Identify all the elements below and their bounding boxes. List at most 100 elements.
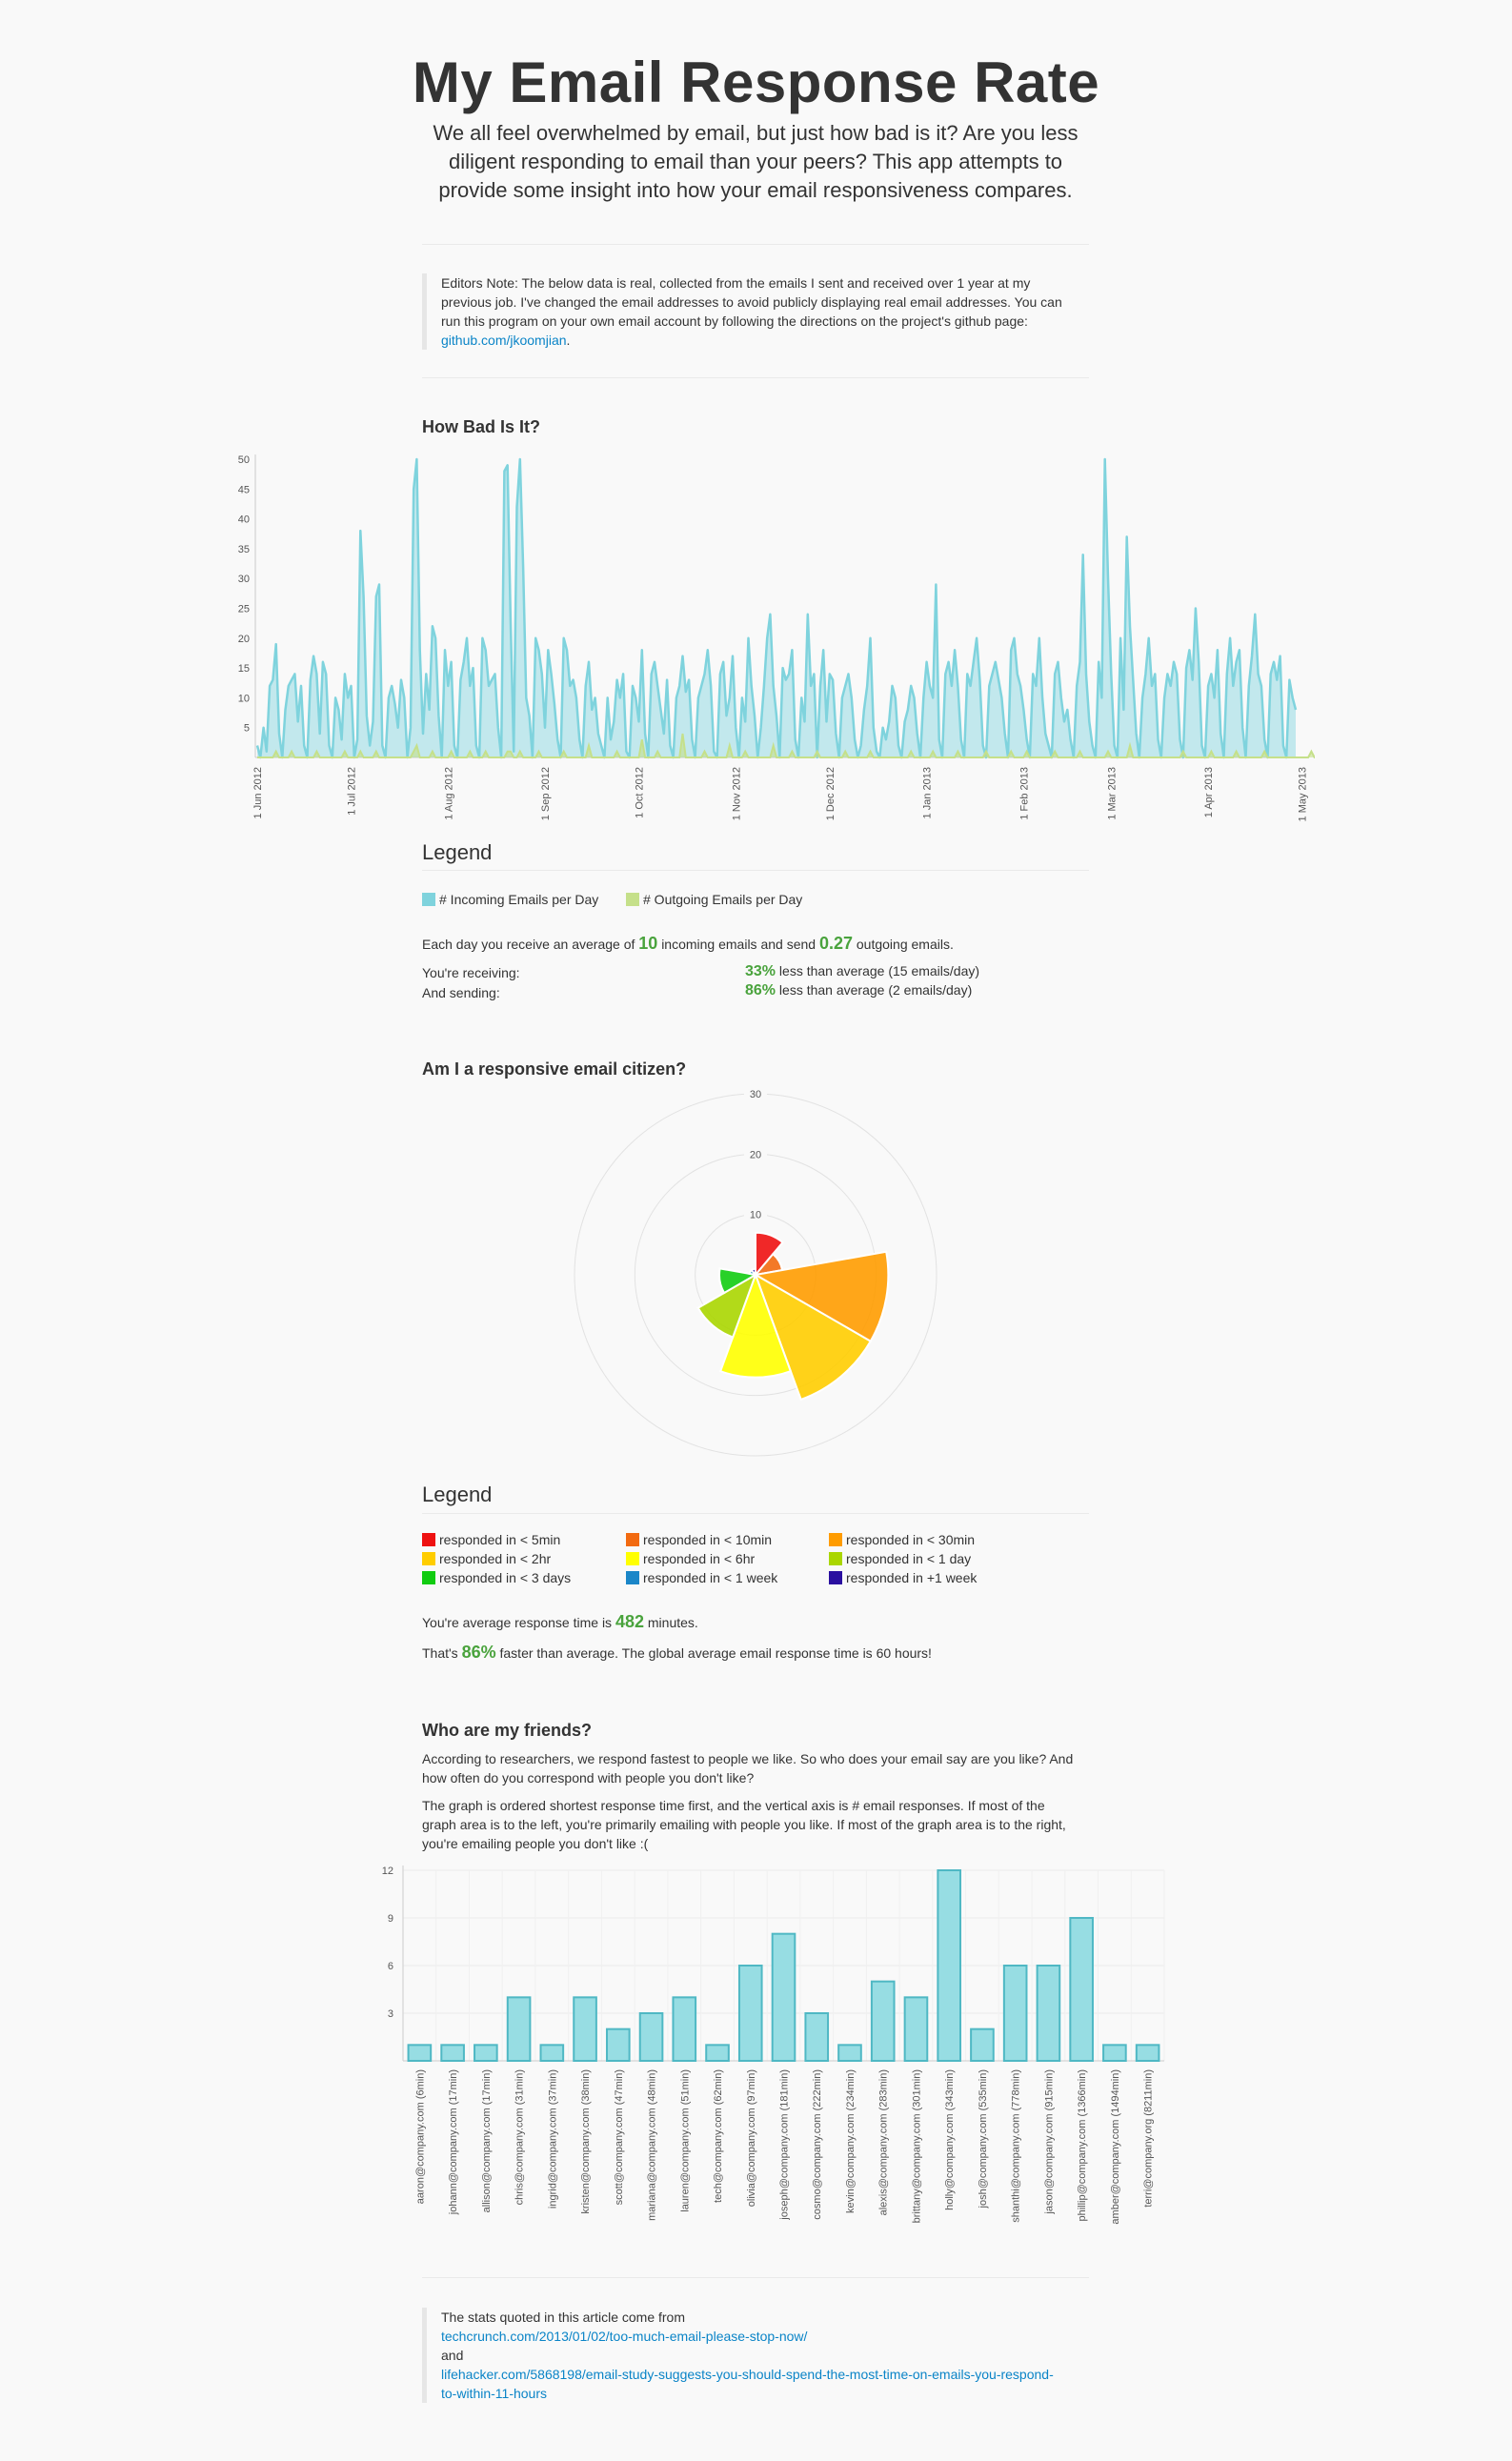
paragraph-line: how often do you correspond with people …	[422, 1770, 755, 1785]
polar-segment	[750, 1267, 756, 1278]
y-tick-label: 3	[388, 2008, 393, 2020]
intro-line: diligent responding to email than your p…	[448, 150, 1063, 173]
x-tick-label: jason@company.com (915min)	[1043, 2069, 1055, 2215]
incoming-outgoing-area-chart: 5 10 15 20 25 30 35 40 45 50 1 Jun 2012 1 Jul 2012 1…	[238, 454, 1315, 821]
radial-tick-label: 30	[750, 1089, 761, 1100]
x-tick-label: 1 Jul 2012	[346, 767, 357, 816]
avg-response-text: minutes.	[647, 1615, 698, 1630]
avg-response-text: You're average response time is	[422, 1615, 613, 1630]
note-line: previous job. I've changed the email add…	[441, 294, 1062, 310]
x-tick-label: kristen@company.com (38min)	[580, 2069, 592, 2214]
polar-segment	[696, 1272, 757, 1339]
lifehacker-link[interactable]: lifehacker.com/5868198/email-study-sugge…	[441, 2367, 1054, 2382]
response-legend-item: responded in < 10min	[626, 1532, 772, 1547]
x-tick-label: 1 Jan 2013	[922, 767, 934, 818]
legend-swatch	[829, 1552, 842, 1565]
bar	[1135, 2044, 1160, 2062]
section-heading-friends: Who are my friends?	[422, 1721, 593, 1740]
sending-label: And sending:	[422, 985, 500, 1000]
y-tick-label: 10	[238, 693, 250, 704]
section-heading-responsive: Am I a responsive email citizen?	[422, 1059, 687, 1079]
receiving-pct: 33%	[745, 963, 776, 979]
legend-label: # Outgoing Emails per Day	[643, 892, 803, 907]
x-tick-label: 1 Nov 2012	[731, 767, 742, 820]
response-legend-item: responded in < 1 day	[829, 1551, 971, 1566]
response-legend-item: responded in +1 week	[829, 1570, 977, 1585]
legend-label: responded in < 6hr	[643, 1551, 756, 1566]
bar	[1069, 1917, 1094, 2062]
bar	[771, 1932, 796, 2062]
tick-label-bg	[744, 1087, 767, 1099]
avg-text: outgoing emails.	[856, 937, 954, 952]
x-tick-label: joseph@company.com (181min)	[779, 2069, 791, 2221]
outgoing-line	[257, 733, 1315, 758]
x-tick-label: aaron@company.com (6min)	[414, 2069, 426, 2204]
avg-text: Each day you receive an average of	[422, 937, 635, 952]
bar	[539, 2044, 565, 2062]
polar-segment	[718, 1272, 793, 1379]
legend-label: responded in < 2hr	[439, 1551, 552, 1566]
x-tick-label: 1 Apr 2013	[1203, 767, 1215, 817]
y-tick-label: 30	[238, 574, 250, 585]
paragraph-line: According to researchers, we respond fas…	[422, 1751, 1074, 1766]
github-link[interactable]: github.com/jkoomjian	[441, 333, 567, 348]
legend-swatch	[626, 1571, 639, 1584]
receiving-stat: 33% less than average (15 emails/day)	[745, 963, 979, 980]
faster-pct: 86%	[461, 1643, 496, 1662]
bar	[804, 2012, 830, 2062]
avg-incoming-value: 10	[638, 934, 658, 953]
bar	[605, 2027, 631, 2063]
x-tick-label: kevin@company.com (234min)	[845, 2069, 857, 2213]
x-tick-label: 1 Dec 2012	[825, 767, 837, 820]
page-title: My Email Response Rate	[412, 50, 1100, 114]
x-tick-label: lauren@company.com (51min)	[679, 2069, 691, 2212]
swatch-incoming	[422, 893, 435, 906]
bar	[970, 2027, 995, 2063]
divider	[422, 244, 1089, 245]
polar-segment	[718, 1267, 758, 1295]
y-tick-label: 45	[238, 484, 250, 495]
bar	[737, 1965, 763, 2062]
legend-label: responded in < 30min	[846, 1532, 976, 1547]
sources-and: and	[441, 2348, 464, 2363]
response-time-polar-chart: 10 20 30	[574, 1087, 937, 1457]
x-tick-label: 1 Jun 2012	[252, 767, 264, 818]
techcrunch-link[interactable]: techcrunch.com/2013/01/02/too-much-email…	[441, 2329, 808, 2344]
bar	[638, 2012, 664, 2062]
bar	[837, 2044, 862, 2062]
paragraph-line: you're emailing people you don't like :(	[422, 1836, 649, 1851]
bar	[573, 1996, 597, 2062]
divider	[422, 1513, 1089, 1514]
bar	[506, 1996, 532, 2062]
bar	[903, 1996, 929, 2062]
bar	[474, 2044, 498, 2062]
divider	[422, 2277, 1089, 2278]
bar	[870, 1980, 896, 2063]
response-legend-item: responded in < 1 week	[626, 1570, 777, 1585]
intro-line: We all feel overwhelmed by email, but ju…	[433, 121, 1079, 145]
avg-response-minutes: 482	[615, 1612, 644, 1631]
x-tick-label: scott@company.com (47min)	[614, 2069, 625, 2205]
faster-summary: That's 86% faster than average. The glob…	[422, 1643, 932, 1663]
legend-swatch	[626, 1533, 639, 1546]
bar	[1002, 1965, 1028, 2062]
x-tick-label: holly@company.com (343min)	[944, 2069, 956, 2210]
paragraph-line: The graph is ordered shortest response t…	[422, 1798, 1045, 1813]
legend-label: responded in < 3 days	[439, 1570, 572, 1585]
x-tick-label: alexis@company.com (283min)	[878, 2069, 890, 2215]
legend-title: Legend	[422, 840, 493, 864]
response-legend-item: responded in < 30min	[829, 1532, 975, 1547]
y-tick-label: 25	[238, 604, 250, 615]
x-tick-label: ingrid@company.com (37min)	[547, 2069, 558, 2209]
bar	[440, 2044, 465, 2062]
receiving-text: less than average (15 emails/day)	[778, 963, 980, 978]
sending-stat: 86% less than average (2 emails/day)	[745, 982, 972, 999]
sending-pct: 86%	[745, 982, 776, 999]
y-tick-label: 9	[388, 1913, 393, 1925]
legend-label: responded in < 5min	[439, 1532, 561, 1547]
lifehacker-link-cont[interactable]: to-within-11-hours	[441, 2386, 548, 2401]
x-tick-label: 1 May 2013	[1298, 767, 1309, 821]
section-heading-how-bad: How Bad Is It?	[422, 417, 541, 436]
avg-response-summary: You're average response time is 482 minu…	[422, 1612, 698, 1632]
legend-label: responded in +1 week	[846, 1570, 978, 1585]
